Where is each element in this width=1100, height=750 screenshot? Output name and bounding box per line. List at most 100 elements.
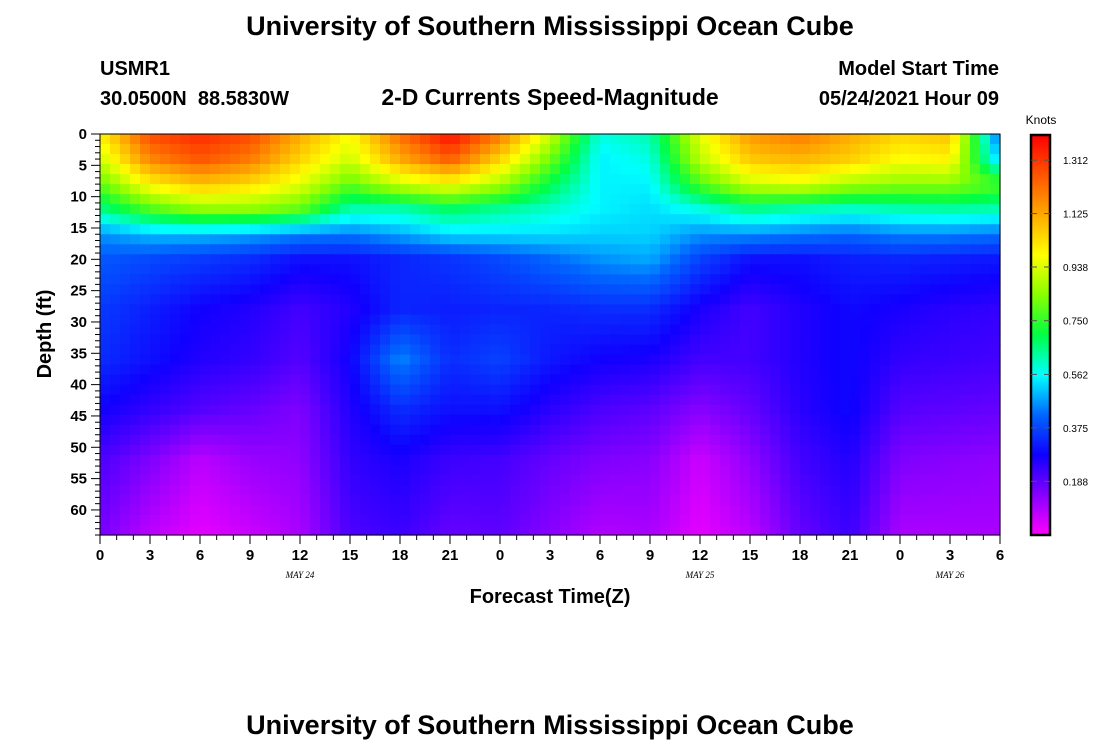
heatmap-cell [430, 324, 441, 336]
heatmap-cell [530, 464, 541, 476]
colorbar-tick-label: 0.562 [1063, 370, 1088, 381]
heatmap-cell [130, 204, 141, 215]
heatmap-cell [350, 264, 361, 275]
heatmap-cell [690, 204, 701, 215]
heatmap-cell [540, 324, 551, 336]
heatmap-cell [780, 144, 791, 155]
heatmap-cell [700, 344, 711, 356]
heatmap-cell [980, 184, 991, 195]
heatmap-cell [770, 514, 781, 526]
heatmap-cell [280, 344, 291, 356]
heatmap-cell [910, 444, 921, 456]
heatmap-cell [410, 354, 421, 366]
heatmap-cell [830, 504, 841, 516]
heatmap-cell [660, 314, 671, 326]
heatmap-cell [930, 184, 941, 195]
heatmap-cell [780, 504, 791, 516]
heatmap-cell [690, 494, 701, 506]
heatmap-cell [620, 344, 631, 356]
heatmap-cell [230, 354, 241, 366]
heatmap-cell [440, 154, 451, 165]
heatmap-cell [560, 204, 571, 215]
heatmap-cell [300, 204, 311, 215]
x-tick-label: 15 [342, 547, 359, 564]
heatmap-cell [150, 144, 161, 155]
heatmap-cell [630, 224, 641, 235]
heatmap-cell [210, 394, 221, 406]
heatmap-cell [750, 324, 761, 336]
heatmap-cell [500, 284, 511, 296]
heatmap-cell [600, 254, 611, 265]
heatmap-cell [190, 394, 201, 406]
heatmap-cell [650, 174, 661, 185]
heatmap-cell [390, 244, 401, 255]
heatmap-cell [250, 494, 261, 506]
heatmap-cell [660, 174, 671, 185]
heatmap-cell [750, 454, 761, 466]
heatmap-cell [490, 184, 501, 195]
heatmap-cell [900, 324, 911, 336]
heatmap-cell [350, 244, 361, 255]
heatmap-cell [130, 384, 141, 396]
heatmap-cell [710, 484, 721, 496]
heatmap-cell [350, 374, 361, 386]
heatmap-cell [760, 254, 771, 265]
heatmap-cell [320, 434, 331, 446]
heatmap-cell [430, 254, 441, 265]
heatmap-cell [740, 314, 751, 326]
heatmap-cell [660, 304, 671, 316]
heatmap-cell [790, 324, 801, 336]
heatmap-cell [240, 274, 251, 285]
heatmap-cell [280, 194, 291, 205]
heatmap-cell [950, 294, 961, 306]
heatmap-cell [910, 364, 921, 376]
heatmap-cell [980, 264, 991, 275]
heatmap-cell [690, 484, 701, 496]
heatmap-cell [290, 194, 301, 205]
heatmap-cell [480, 174, 491, 185]
heatmap-cell [320, 184, 331, 195]
heatmap-cell [230, 194, 241, 205]
heatmap-cell [180, 424, 191, 436]
heatmap-cell [260, 354, 271, 366]
heatmap-cell [690, 434, 701, 446]
heatmap-cell [810, 214, 821, 225]
heatmap-cell [990, 164, 1001, 175]
heatmap-cell [860, 344, 871, 356]
heatmap-cell [530, 454, 541, 466]
heatmap-cell [500, 274, 511, 285]
heatmap-cell [290, 354, 301, 366]
heatmap-cell [700, 154, 711, 165]
heatmap-cell [420, 294, 431, 306]
heatmap-cell [190, 414, 201, 426]
heatmap-cell [360, 504, 371, 516]
heatmap-cell [890, 454, 901, 466]
heatmap-cell [260, 264, 271, 275]
heatmap-cell [440, 484, 451, 496]
heatmap-cell [680, 284, 691, 296]
heatmap-cell [740, 174, 751, 185]
heatmap-cell [480, 434, 491, 446]
heatmap-cell [490, 354, 501, 366]
heatmap-cell [460, 344, 471, 356]
heatmap-cell [820, 404, 831, 416]
heatmap-cell [300, 344, 311, 356]
heatmap-cell [240, 134, 251, 145]
heatmap-cell [960, 374, 971, 386]
heatmap-cell [120, 344, 131, 356]
heatmap-cell [680, 354, 691, 366]
heatmap-cell [610, 514, 621, 526]
heatmap-cell [270, 514, 281, 526]
heatmap-cell [990, 144, 1001, 155]
heatmap-cell [460, 484, 471, 496]
heatmap-cell [420, 354, 431, 366]
heatmap-cell [210, 424, 221, 436]
heatmap-cell [570, 444, 581, 456]
heatmap-cell [500, 164, 511, 175]
heatmap-cell [190, 454, 201, 466]
heatmap-cell [770, 254, 781, 265]
heatmap-cell [910, 294, 921, 306]
heatmap-cell [310, 224, 321, 235]
heatmap-cell [920, 384, 931, 396]
heatmap-cell [910, 194, 921, 205]
